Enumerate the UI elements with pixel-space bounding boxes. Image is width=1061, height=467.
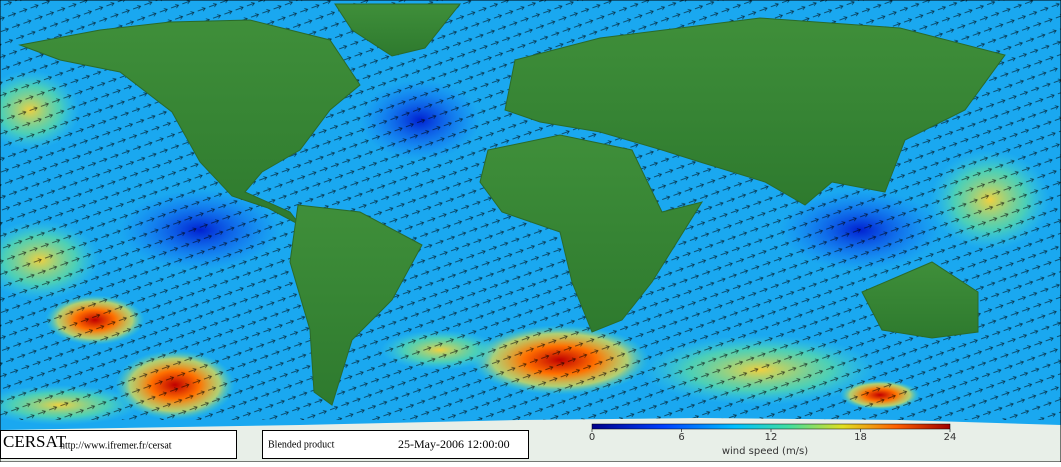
- product-box: [262, 430, 529, 459]
- colorbar-tick-label: 0: [589, 432, 595, 443]
- colorbar-tick-label: 6: [678, 432, 684, 443]
- greenland: [334, 3, 462, 57]
- south-america: [289, 204, 423, 406]
- colorbar-tick-label: 18: [854, 432, 867, 443]
- africa: [479, 134, 704, 333]
- north-america: [18, 19, 361, 226]
- colorbar-label: wind speed (m/s): [722, 446, 808, 457]
- url-text: http://www.ifremer.fr/cersat: [60, 440, 172, 451]
- colorbar-tick-label: 12: [765, 432, 778, 443]
- colorbar-ramp: [591, 423, 951, 430]
- colorbar: wind speed (m/s) 0 6 12 18 24: [589, 423, 957, 457]
- footer: CERSAT http://www.ifremer.fr/cersat Blen…: [0, 430, 529, 459]
- date-text: 25-May-2006 12:00:00: [398, 437, 510, 451]
- product-text: Blended product: [268, 439, 335, 450]
- eurasia: [504, 17, 1006, 206]
- australia: [861, 261, 979, 339]
- logo-text: CERSAT: [3, 432, 67, 451]
- colorbar-tick-label: 24: [944, 432, 957, 443]
- credit-box: [0, 430, 237, 459]
